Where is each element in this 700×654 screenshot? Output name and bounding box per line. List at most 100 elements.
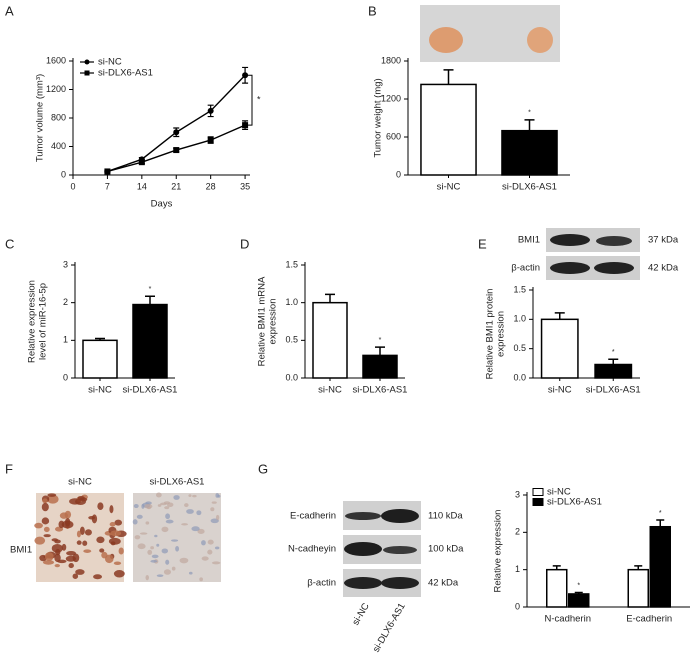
- bar: [649, 525, 671, 608]
- ihc-column: si-NC: [68, 477, 92, 488]
- y-tick-label: 1200: [46, 84, 66, 94]
- lane-label: si-NC: [350, 601, 371, 627]
- marker: [207, 107, 214, 114]
- ihc-stain: [118, 547, 124, 555]
- ihc-stain: [154, 534, 158, 538]
- error-bar: [524, 119, 535, 131]
- ihc-stain: [144, 504, 153, 509]
- ihc-stain: [139, 532, 148, 535]
- ihc-stain: [113, 570, 125, 578]
- ihc-stain: [199, 577, 203, 582]
- y-tick-label: 0.5: [285, 335, 298, 345]
- x-tick-label: 7: [105, 181, 110, 191]
- ihc-stain: [110, 541, 116, 546]
- marker: [242, 72, 249, 79]
- y-axis-label: Relative BMI1 proteinexpression: [484, 289, 506, 380]
- y-tick-label: 1.5: [513, 284, 526, 294]
- y-tick-label: 0: [61, 169, 66, 179]
- y-tick-label: 0: [515, 601, 520, 611]
- x-tick-label: si-DLX6-AS1: [353, 385, 408, 396]
- ihc-stain: [171, 566, 176, 571]
- y-tick-label: 1.5: [285, 259, 298, 269]
- y-tick-label: 2: [63, 297, 68, 307]
- y-tick-label: 0: [63, 372, 68, 382]
- y-tick-label: 1.0: [513, 314, 526, 324]
- ihc-stain: [88, 516, 96, 520]
- panel-letter: G: [258, 461, 268, 476]
- ihc-stain: [76, 530, 81, 538]
- ihc-stain: [166, 502, 174, 508]
- ihc-stain: [164, 506, 170, 510]
- ihc-stain: [215, 493, 220, 498]
- panel-letter: C: [5, 236, 14, 251]
- y-tick-label: 400: [51, 141, 66, 151]
- y-tick-label: 0.5: [513, 343, 526, 353]
- ihc-stain: [66, 551, 77, 556]
- blot-band: [550, 262, 590, 274]
- y-axis-label: Tumor volume (mm³): [35, 74, 46, 162]
- ihc-stain: [201, 556, 209, 561]
- ihc-stain: [79, 497, 88, 502]
- panel-letter: F: [5, 461, 13, 476]
- ihc-stain: [114, 519, 122, 526]
- ihc-stain: [214, 546, 220, 550]
- ihc-stain: [150, 559, 158, 563]
- x-tick-label: si-NC: [548, 385, 572, 396]
- ihc-stain: [207, 549, 213, 555]
- y-tick-label: 0: [396, 169, 401, 179]
- ihc-stain: [109, 505, 114, 514]
- ihc-stain: [151, 554, 159, 559]
- error-bar: [145, 295, 155, 305]
- ihc-stain: [215, 514, 220, 521]
- blot-size: 110 kDa: [428, 511, 463, 522]
- x-tick-label: si-NC: [437, 182, 461, 193]
- blot-size: 42 kDa: [648, 263, 679, 274]
- ihc-stain: [161, 526, 169, 533]
- bar: [132, 303, 168, 379]
- legend-marker: [84, 59, 90, 65]
- ihc-stain: [133, 504, 139, 509]
- blot-band: [344, 577, 382, 589]
- ihc-stain: [68, 563, 74, 569]
- blot-band: [596, 236, 632, 246]
- ihc-stain: [72, 573, 79, 579]
- y-tick-label: 0.0: [285, 372, 298, 382]
- ihc-stain: [145, 521, 150, 525]
- legend-label: si-NC: [98, 57, 122, 68]
- bar: [540, 318, 579, 379]
- ihc-stain: [196, 510, 202, 516]
- blot-band: [344, 542, 382, 556]
- y-tick-label: 1: [515, 564, 520, 574]
- ihc-stain: [113, 561, 122, 565]
- bar: [420, 83, 477, 176]
- ihc-stain: [150, 546, 154, 550]
- y-axis-label: Relative expressionlevel of miR-16-5p: [26, 280, 48, 363]
- ihc-stain: [175, 545, 180, 552]
- annotation: *: [528, 110, 531, 117]
- blot-band: [381, 577, 419, 589]
- ihc-stain: [104, 554, 114, 564]
- bar: [501, 129, 558, 176]
- ihc-stain: [191, 526, 200, 532]
- ihc-row: BMI1: [10, 545, 32, 556]
- ihc-stain: [69, 498, 81, 505]
- annotation: *: [257, 95, 261, 105]
- ihc-stain: [84, 529, 92, 536]
- ihc-stain: [156, 543, 160, 547]
- tumor: [429, 27, 463, 53]
- ihc-stain: [192, 494, 197, 498]
- ihc-stain: [109, 522, 116, 527]
- y-tick-label: 1600: [46, 55, 66, 65]
- ihc-stain: [61, 520, 74, 529]
- ihc-stain: [184, 503, 189, 508]
- blot-label: E-cadherin: [290, 511, 336, 522]
- y-tick-label: 1.0: [285, 297, 298, 307]
- ihc-stain: [54, 563, 60, 568]
- error-bar: [656, 519, 665, 527]
- x-tick-label: 14: [137, 181, 147, 191]
- ihc-stain: [82, 540, 88, 546]
- ihc-stain: [207, 539, 214, 545]
- ihc-stain: [155, 492, 162, 498]
